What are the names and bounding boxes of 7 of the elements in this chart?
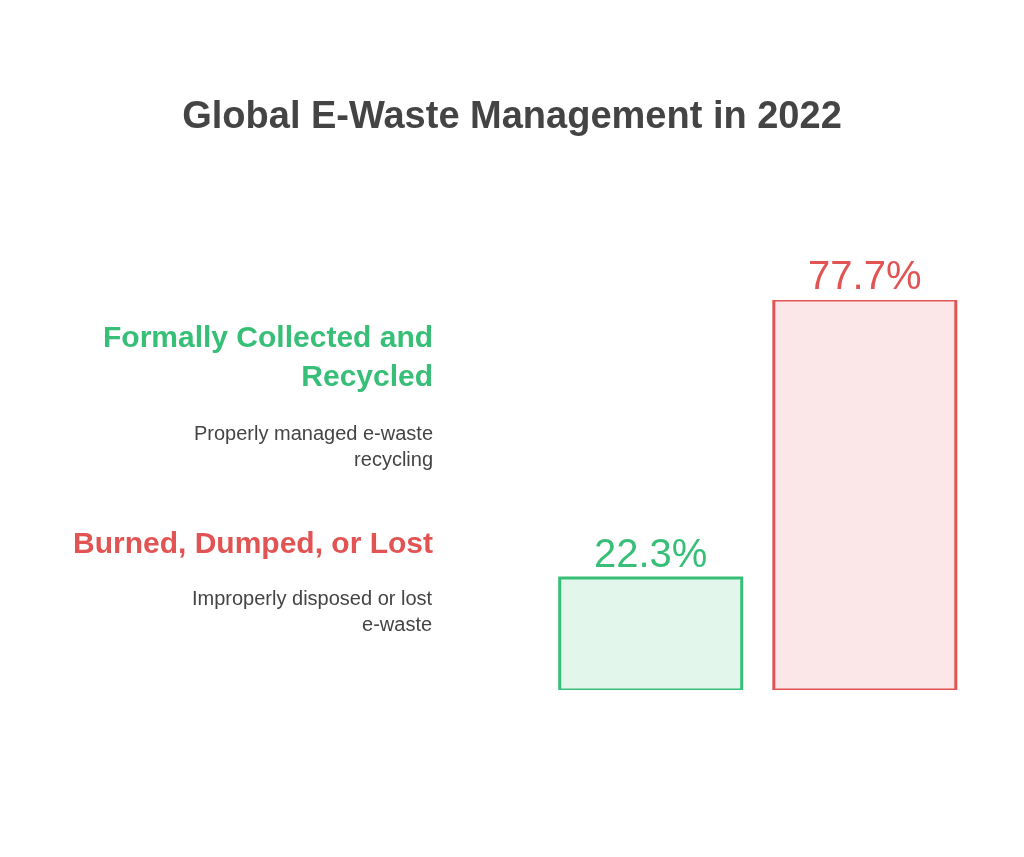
data-label: 77.7%: [808, 252, 922, 297]
text: Formally Collected and Recycled: [103, 320, 434, 392]
text: Burned, Dumped, or Lost: [73, 526, 434, 559]
data-label: 22.3%: [593, 530, 708, 575]
text: Improperly disposed or lost e-waste: [192, 587, 433, 635]
chart-title: Global E-Waste Management in 2022: [182, 94, 842, 137]
text: Properly managed e-waste recycling: [194, 422, 434, 470]
